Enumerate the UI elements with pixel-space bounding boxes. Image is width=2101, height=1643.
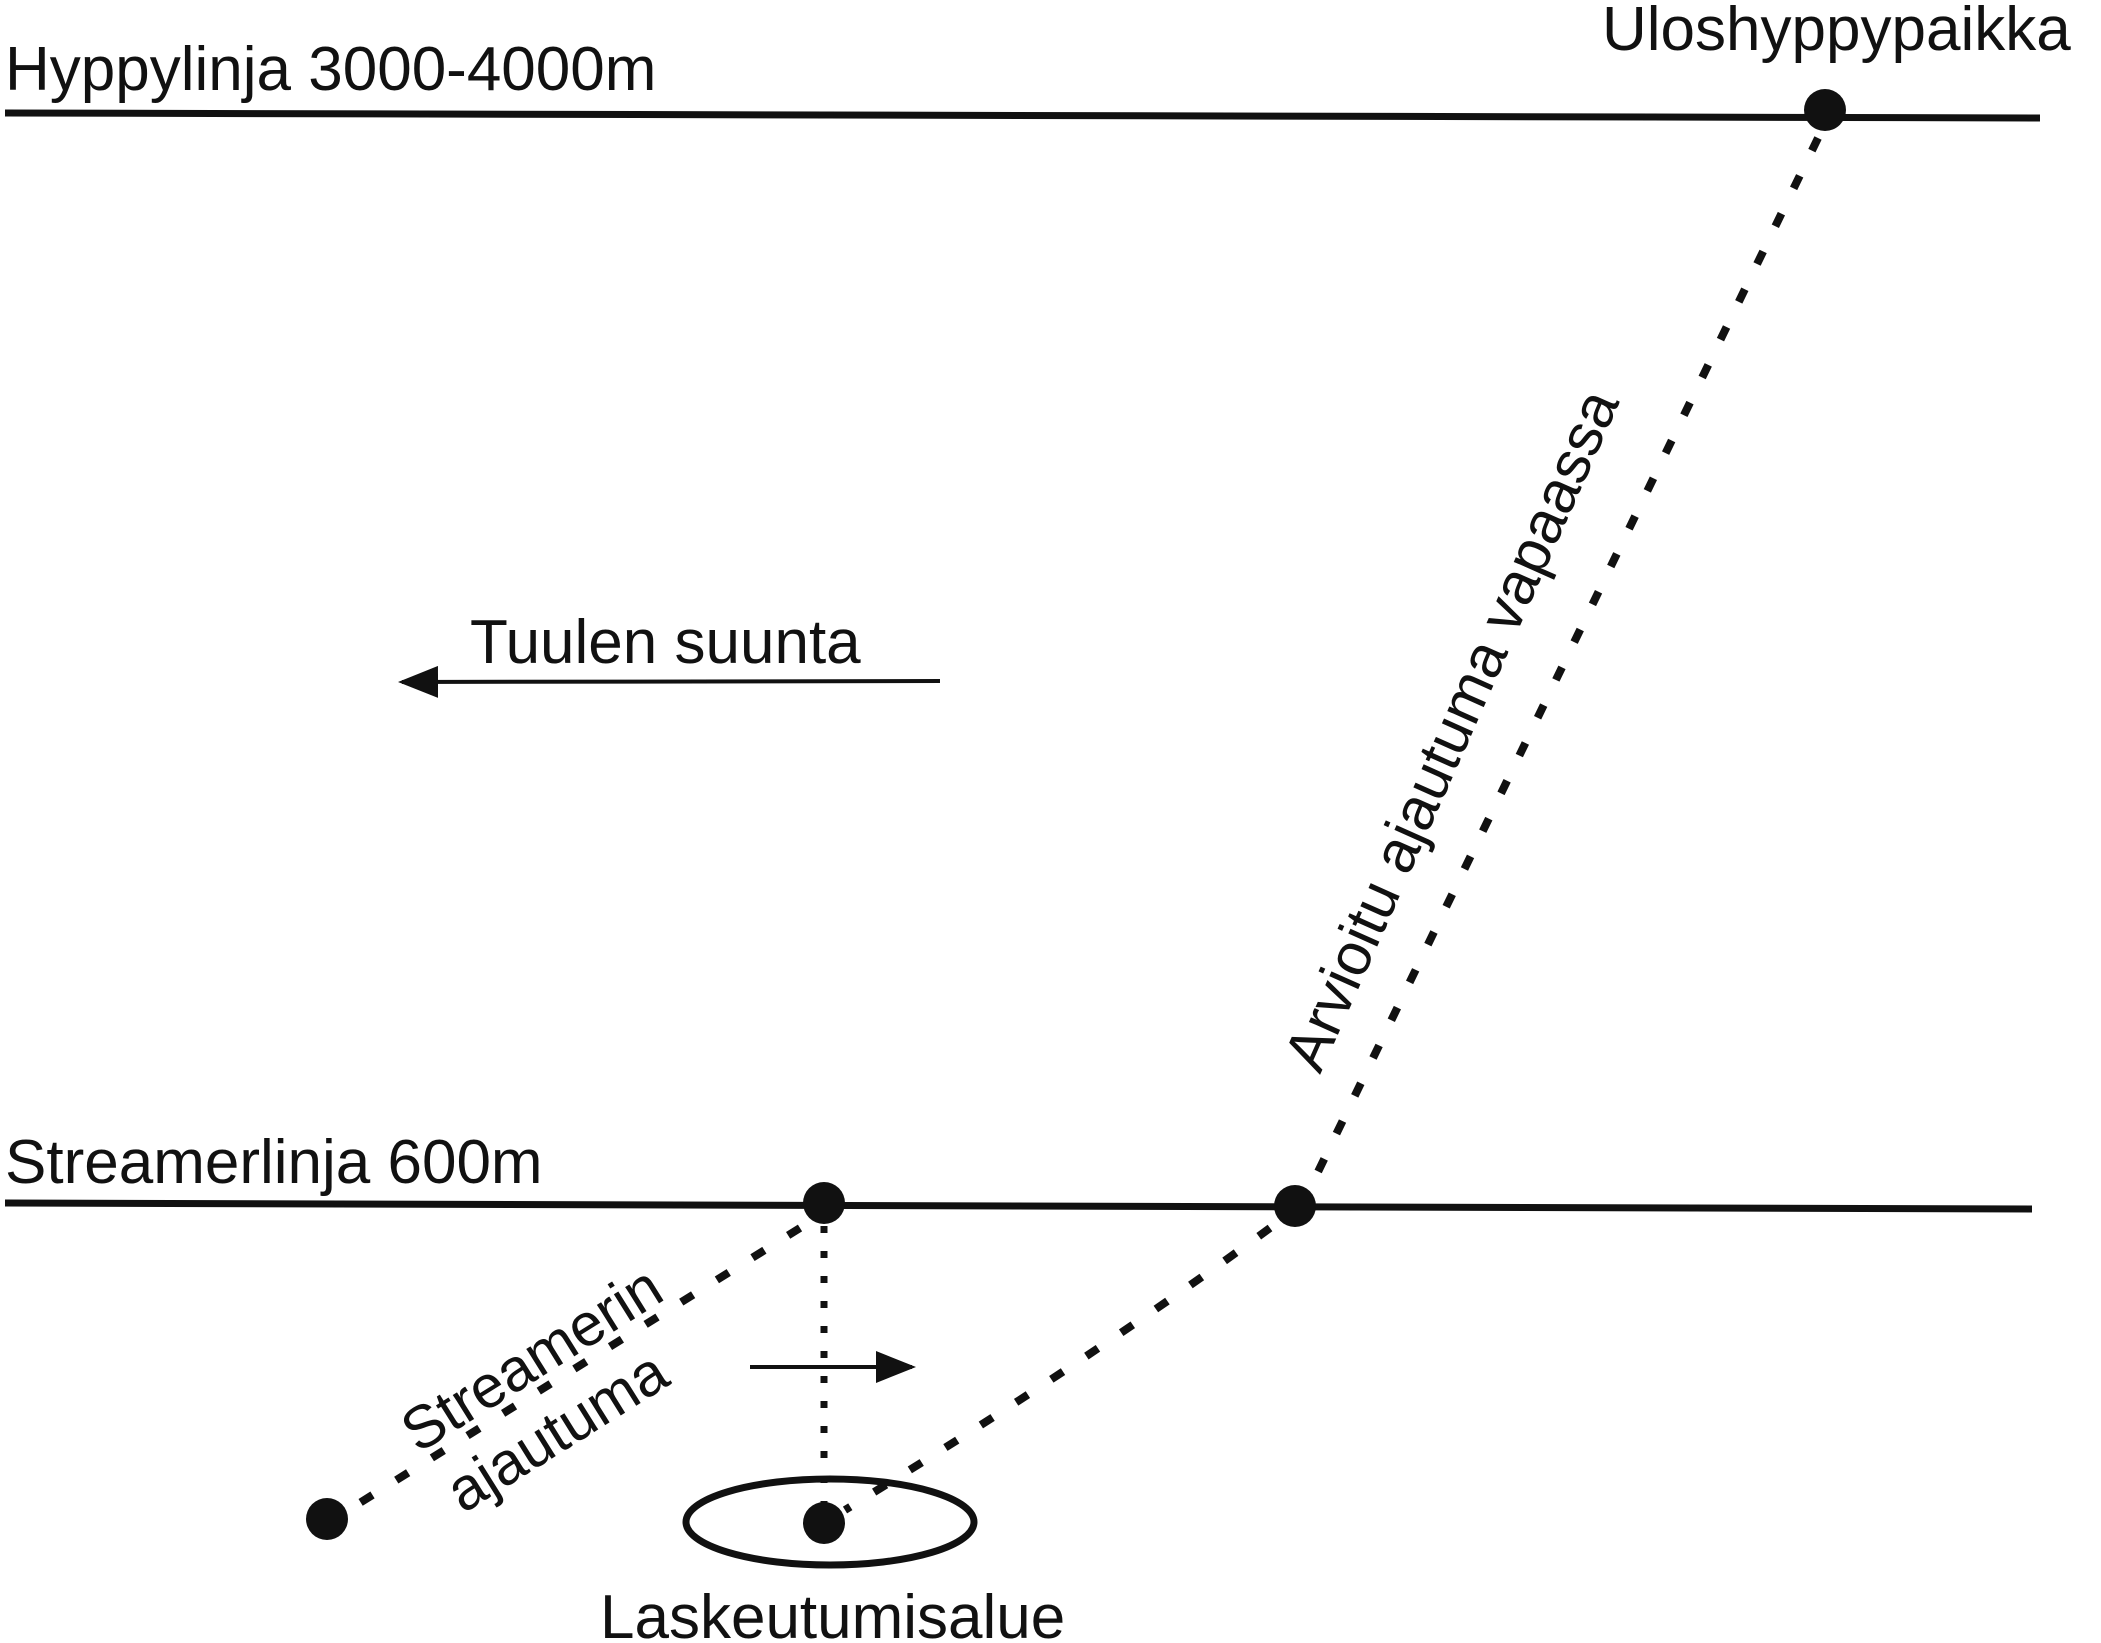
wind-direction-arrow — [398, 665, 941, 698]
landing-area-ellipse — [682, 1475, 978, 1569]
streamer-drift-line — [347, 1224, 803, 1513]
landing-point-marker — [803, 1502, 845, 1544]
exit-point-marker — [1804, 89, 1846, 131]
freefall-end-point — [1274, 1185, 1316, 1227]
exit-point-label: Uloshyppypaikka — [1602, 0, 2071, 64]
wind-direction-label: Tuulen suunta — [470, 608, 861, 677]
freefall-drift-label: Arvioitu ajautuma vapaassa — [1271, 379, 1632, 1080]
jump-line-label: Hyppylinja 3000-4000m — [5, 35, 656, 104]
streamer-line-label: Streamerlinja 600m — [5, 1128, 543, 1197]
landing-approach-path — [842, 1224, 1273, 1514]
streamer-opening-point — [803, 1182, 845, 1224]
landing-area-label: Laskeutumisalue — [600, 1583, 1065, 1643]
jump-line — [4, 109, 2041, 122]
streamer-line — [4, 1199, 2033, 1213]
streamer-drift-end-point — [306, 1498, 348, 1540]
freefall-drift-line — [1311, 136, 1822, 1180]
